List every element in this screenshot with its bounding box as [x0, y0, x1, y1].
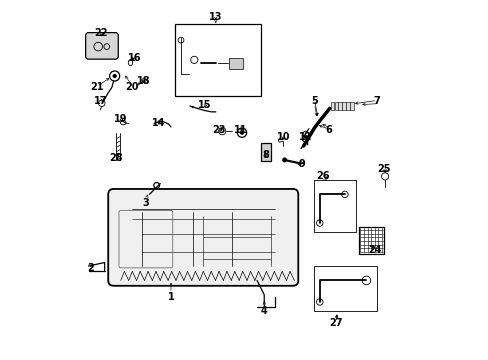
Text: 19: 19 [114, 114, 127, 124]
Bar [228, 58, 243, 69]
Bar [314, 266, 376, 311]
Text: 10: 10 [277, 132, 290, 142]
FancyBboxPatch shape [108, 189, 298, 286]
Text: 22: 22 [94, 28, 107, 38]
Bar [338, 102, 341, 110]
Bar [260, 143, 271, 161]
Bar [358, 226, 384, 253]
Bar [346, 102, 349, 110]
Text: 12: 12 [298, 132, 311, 142]
Bar [314, 180, 355, 232]
Text: 26: 26 [316, 171, 329, 181]
Text: 20: 20 [124, 82, 138, 92]
Text: 18: 18 [137, 76, 151, 86]
Text: 27: 27 [328, 319, 342, 328]
Text: 28: 28 [109, 153, 123, 163]
Text: 9: 9 [298, 159, 305, 169]
Text: 8: 8 [262, 150, 269, 160]
Text: 4: 4 [260, 306, 267, 316]
Bar [342, 102, 345, 110]
Text: 14: 14 [151, 118, 165, 128]
FancyBboxPatch shape [85, 33, 118, 59]
Circle shape [239, 131, 244, 135]
Bar [334, 102, 337, 110]
Text: 15: 15 [198, 100, 211, 110]
Text: 21: 21 [90, 82, 103, 93]
Text: 25: 25 [377, 164, 390, 174]
Text: 13: 13 [209, 12, 222, 22]
Text: 1: 1 [167, 292, 174, 302]
Text: 23: 23 [212, 125, 225, 135]
Text: 24: 24 [368, 245, 381, 255]
Text: 17: 17 [94, 96, 107, 106]
Circle shape [282, 157, 286, 162]
Circle shape [112, 74, 117, 78]
Text: 6: 6 [325, 125, 331, 135]
Bar [330, 102, 333, 110]
Text: 16: 16 [128, 53, 142, 63]
Text: 5: 5 [310, 96, 317, 106]
Text: 3: 3 [142, 198, 149, 208]
Bar [174, 24, 260, 96]
Bar [349, 102, 353, 110]
Text: 11: 11 [234, 125, 247, 135]
Text: 7: 7 [373, 96, 380, 106]
Text: 2: 2 [87, 263, 94, 273]
